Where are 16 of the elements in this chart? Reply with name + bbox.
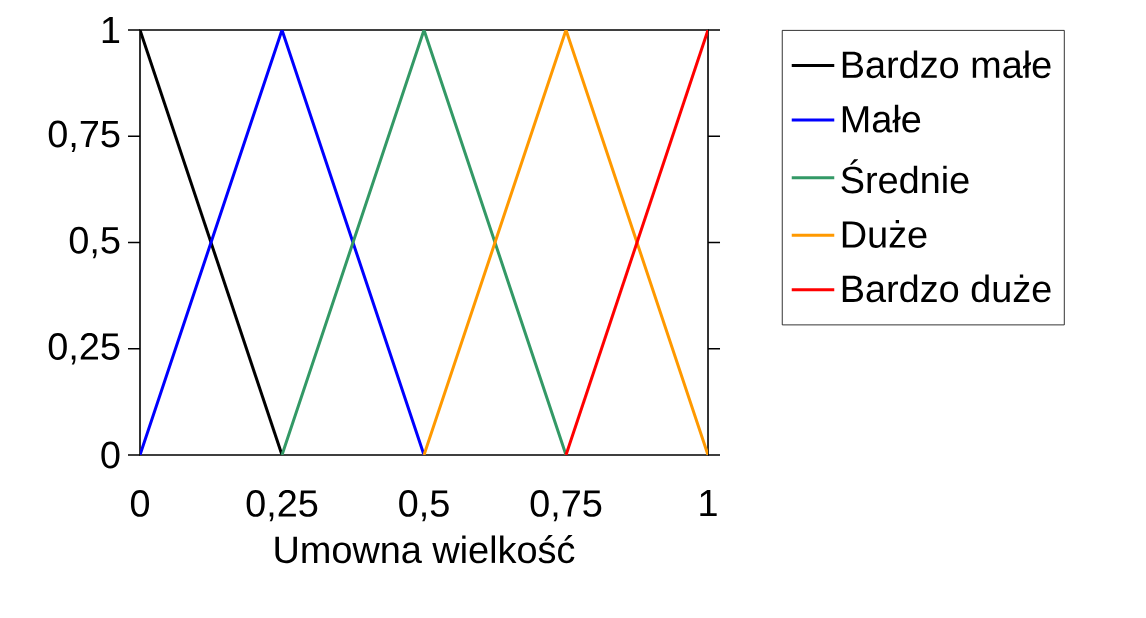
x-tick-label: 0	[130, 490, 150, 517]
x-tick-label: 0,25	[246, 490, 318, 522]
legend-label: Duże	[842, 220, 927, 248]
x-axis-title: Umowna wielkość	[275, 535, 575, 564]
legend-label: Małe	[842, 104, 921, 133]
y-tick-label: 1	[102, 16, 120, 44]
x-tick-label: 0,5	[399, 490, 449, 522]
y-tick-label: 0,5	[69, 226, 120, 259]
legend-label: Bardzo duże	[842, 274, 1051, 303]
legend-label: Średnie	[841, 159, 969, 194]
x-tick-label: 0,75	[530, 490, 602, 522]
y-tick-label: 0	[101, 441, 120, 469]
legend-label: Bardzo małe	[842, 50, 1051, 79]
y-tick-label: 0,75	[48, 120, 120, 152]
x-tick-label: 1	[700, 490, 717, 517]
y-tick-label: 0,25	[48, 333, 120, 365]
